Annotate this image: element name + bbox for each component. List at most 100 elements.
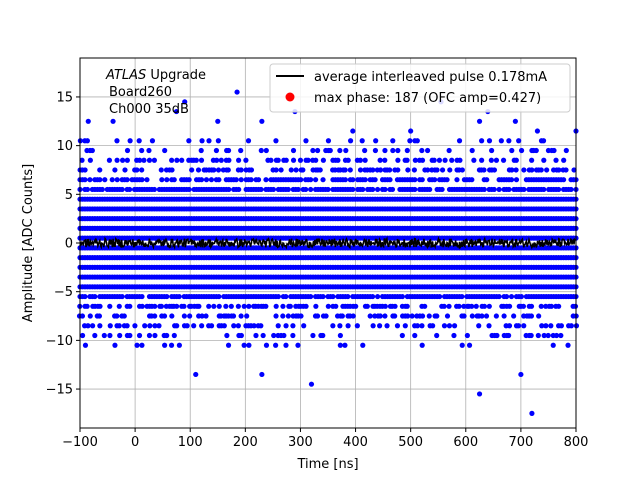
scatter-point	[127, 303, 133, 309]
scatter-point	[101, 332, 107, 339]
scatter-point	[337, 342, 343, 348]
scatter-point	[116, 323, 122, 329]
scatter-point	[412, 332, 418, 339]
scatter-point	[82, 342, 89, 348]
scatter-point	[85, 118, 91, 124]
scatter-point	[208, 323, 215, 329]
scatter-point	[427, 186, 433, 193]
scatter-point	[370, 323, 376, 329]
scatter-point	[308, 381, 315, 387]
scatter-point	[122, 167, 128, 173]
scatter-point	[268, 157, 274, 163]
legend-entry-marker: max phase: 187 (OFC amp=0.427)	[314, 91, 541, 106]
scatter-point	[310, 147, 316, 154]
scatter-point	[342, 342, 348, 348]
scatter-point	[221, 323, 227, 329]
y-tick-label: 15	[56, 90, 73, 105]
scatter-point	[241, 342, 247, 348]
scatter-point	[273, 313, 279, 319]
scatter-point	[491, 167, 498, 173]
scatter-series	[76, 89, 580, 416]
scatter-point	[290, 323, 296, 329]
scatter-point	[457, 157, 463, 163]
scatter-point	[313, 157, 319, 163]
scatter-point	[139, 303, 145, 309]
scatter-point	[538, 303, 544, 309]
scatter-point	[300, 167, 306, 173]
scatter-point	[303, 303, 309, 309]
scatter-point	[89, 323, 96, 329]
scatter-point	[275, 157, 281, 163]
x-tick-label: 100	[178, 435, 203, 450]
scatter-point	[235, 323, 241, 329]
scatter-point	[548, 303, 554, 309]
scatter-point	[82, 167, 88, 173]
scatter-point	[263, 147, 269, 154]
scatter-point	[451, 332, 457, 339]
scatter-point	[515, 323, 522, 329]
scatter-point	[283, 342, 289, 348]
scatter-point	[563, 147, 569, 154]
scatter-point	[280, 313, 286, 319]
scatter-point	[216, 177, 222, 183]
scatter-point	[124, 177, 130, 183]
scatter-point	[280, 303, 286, 309]
scatter-point	[506, 332, 512, 339]
x-tick-label: −100	[62, 435, 98, 450]
scatter-point	[568, 323, 574, 329]
scatter-point	[446, 303, 452, 309]
scatter-point	[488, 157, 494, 163]
scatter-point	[419, 323, 425, 329]
scatter-point	[558, 332, 564, 339]
scatter-point	[414, 138, 420, 144]
scatter-point	[149, 138, 156, 144]
scatter-point	[439, 186, 445, 193]
scatter-point	[399, 293, 405, 300]
scatter-point	[528, 313, 535, 319]
scatter-point	[390, 147, 396, 154]
scatter-point	[303, 138, 309, 144]
x-tick-label: 300	[288, 435, 313, 450]
scatter-point	[501, 313, 507, 319]
scatter-point	[213, 147, 220, 154]
scatter-point	[425, 167, 431, 173]
scatter-point	[317, 167, 323, 173]
scatter-point	[199, 138, 205, 144]
scatter-point	[215, 118, 221, 124]
scatter-point	[345, 157, 351, 163]
scatter-point	[459, 342, 465, 348]
scatter-point	[483, 313, 490, 319]
scatter-point	[518, 147, 525, 154]
scatter-point	[451, 323, 458, 329]
scatter-point	[392, 303, 398, 309]
scatter-point	[89, 147, 95, 154]
scatter-point	[290, 147, 297, 154]
scatter-point	[565, 342, 571, 348]
scatter-point	[107, 303, 113, 309]
scatter-point	[107, 332, 113, 339]
scatter-point	[323, 313, 329, 319]
scatter-point	[337, 323, 343, 329]
scatter-point	[404, 147, 410, 154]
scatter-point	[174, 323, 180, 329]
x-axis-label: Time [ns]	[296, 457, 358, 472]
scatter-point	[259, 371, 265, 378]
scatter-point	[325, 303, 331, 309]
scatter-point	[164, 293, 170, 300]
scatter-point	[258, 323, 264, 329]
scatter-point	[127, 332, 133, 339]
scatter-point	[224, 332, 230, 339]
scatter-point	[236, 157, 242, 163]
scatter-point	[273, 303, 279, 309]
scatter-point	[556, 186, 562, 193]
scatter-point	[226, 186, 232, 193]
scatter-point	[114, 138, 120, 144]
scatter-point	[283, 293, 289, 300]
x-tick-label: 400	[343, 435, 368, 450]
scatter-point	[216, 293, 222, 300]
scatter-point	[357, 157, 363, 163]
scatter-point	[97, 323, 103, 329]
scatter-point	[506, 138, 512, 144]
scatter-point	[419, 342, 425, 348]
